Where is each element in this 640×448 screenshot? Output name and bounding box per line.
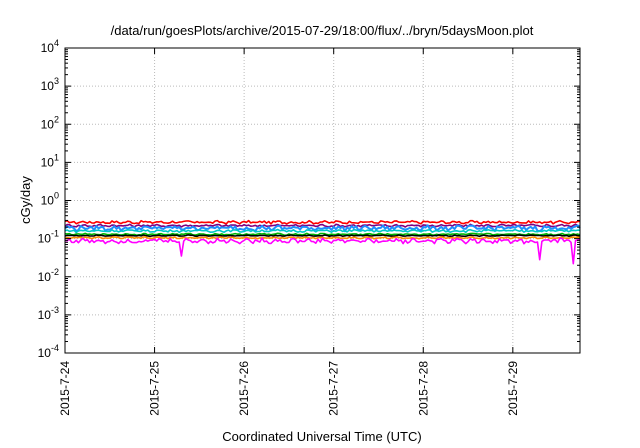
x-tick-label: 2015-7-26 — [237, 361, 251, 416]
series-line — [64, 219, 581, 225]
y-tick-label: 10-2 — [38, 267, 59, 284]
y-tick-label: 100 — [41, 191, 59, 208]
y-tick-label: 10-4 — [38, 343, 59, 360]
y-tick-label: 101 — [41, 152, 59, 169]
series-line — [64, 236, 581, 240]
chart-title: /data/run/goesPlots/archive/2015-07-29/1… — [111, 23, 534, 38]
tick-marks — [64, 47, 580, 354]
x-tick-label: 2015-7-25 — [148, 361, 162, 416]
y-tick-label: 102 — [41, 114, 59, 131]
series-line — [64, 223, 581, 228]
y-tick-label: 103 — [41, 76, 59, 93]
x-tick-label: 2015-7-24 — [58, 361, 72, 416]
y-tick-label: 10-3 — [38, 305, 59, 322]
x-tick-label: 2015-7-28 — [416, 361, 430, 416]
x-tick-label: 2015-7-29 — [506, 361, 520, 416]
series-line — [64, 232, 581, 236]
series-layer — [64, 219, 581, 265]
x-tick-labels: 2015-7-24 2015-7-25 2015-7-26 2015-7-27 2015… — [58, 361, 520, 416]
y-axis-label: cGy/day — [18, 176, 33, 224]
x-tick-label: 2015-7-27 — [327, 361, 341, 416]
plot-frame — [64, 47, 581, 354]
grid-lines — [64, 48, 580, 353]
x-axis-label: Coordinated Universal Time (UTC) — [222, 429, 421, 444]
series-line — [64, 234, 581, 238]
y-tick-label: 10-1 — [38, 229, 59, 246]
series-line — [64, 228, 581, 234]
series-line — [64, 237, 581, 265]
y-tick-label: 104 — [41, 38, 59, 55]
y-tick-labels: 10-4 10-3 10-2 10-1 100 101 102 103 104 — [38, 38, 59, 360]
